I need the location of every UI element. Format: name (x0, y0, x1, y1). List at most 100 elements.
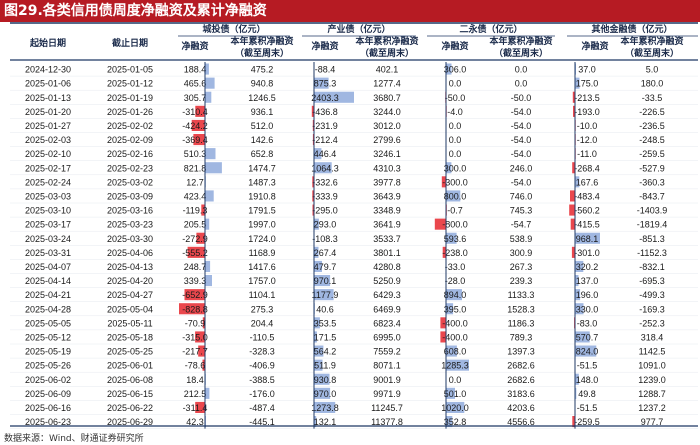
table-row: 2025-02-24 2025-03-02 12.7 1487.3 -332.6 3977… (10, 176, 698, 190)
cumulative-cell: 318.4 (641, 333, 664, 343)
net-financing-cell: 395.0 (444, 304, 467, 314)
cumulative-cell: -445.1 (249, 417, 275, 427)
cumulative-cell: -54.0 (511, 107, 532, 117)
cumulative-cell: -54.0 (511, 135, 532, 145)
data-bar (312, 204, 314, 216)
cumulative-cell: 3801.1 (373, 248, 401, 258)
cumulative-cell: 246.0 (510, 163, 533, 173)
net-financing-cell: 970.1 (314, 276, 337, 286)
net-financing-cell: 564.2 (314, 347, 337, 357)
net-financing-cell: -424.2 (182, 121, 208, 131)
header-cum-chanye: 本年累积净融资 （截至周末） (355, 35, 418, 59)
net-financing-cell: 968.1 (576, 234, 599, 244)
svg-text:本年累积净融资: 本年累积净融资 (355, 35, 418, 47)
data-bar (202, 359, 205, 371)
net-financing-cell: -483.4 (574, 192, 600, 202)
start-date-cell: 2025-03-03 (25, 192, 71, 202)
cumulative-cell: 2682.6 (507, 361, 535, 371)
table-row: 2025-05-05 2025-05-11 -70.9 204.4 353.5 6823.… (10, 317, 698, 331)
data-bar (314, 275, 331, 287)
end-date-cell: 2025-06-22 (107, 403, 153, 413)
table-row: 2025-06-02 2025-06-08 18.4 -388.5 930.8 9001.… (10, 373, 698, 387)
data-bar (195, 401, 205, 413)
net-financing-cell: 423.4 (184, 192, 207, 202)
data-bar (205, 260, 211, 272)
cumulative-cell: -54.7 (511, 220, 532, 230)
net-financing-cell: -217.7 (182, 347, 208, 357)
table-row: 2025-01-06 2025-01-12 465.6 940.8 875.3 1277.… (10, 77, 698, 91)
net-financing-cell: -301.0 (574, 248, 600, 258)
net-financing-cell: 970.0 (314, 389, 337, 399)
net-financing-cell: 479.7 (314, 262, 337, 272)
table-row: 2025-04-28 2025-05-04 -828.8 275.3 40.6 6469.… (10, 303, 698, 317)
table-row: 2025-02-17 2025-02-23 821.8 1474.7 1064.3 431… (10, 162, 698, 176)
cumulative-cell: 300.9 (510, 248, 533, 258)
cumulative-cell: -487.4 (249, 403, 275, 413)
data-bar (575, 387, 577, 399)
net-financing-cell: -12.0 (577, 135, 598, 145)
net-financing-cell: 593.6 (444, 234, 467, 244)
start-date-cell: 2025-03-17 (25, 220, 71, 230)
data-bar (314, 260, 322, 272)
cumulative-cell: 6469.9 (373, 304, 401, 314)
end-date-cell: 2025-04-06 (107, 248, 153, 258)
cumulative-cell: 746.0 (510, 192, 533, 202)
cumulative-cell: -50.0 (511, 93, 532, 103)
cumulative-cell: 204.4 (251, 318, 274, 328)
end-date-cell: 2025-03-23 (107, 220, 153, 230)
data-bar (187, 246, 205, 258)
net-financing-cell: -238.0 (442, 248, 468, 258)
data-bar (441, 176, 446, 188)
data-bar (314, 91, 354, 103)
table-row: 2025-04-07 2025-04-13 248.7 1417.6 479.7 4280… (10, 260, 698, 274)
data-bar (205, 77, 215, 89)
cumulative-cell: 1910.8 (248, 192, 276, 202)
net-financing-cell: 352.8 (444, 417, 467, 427)
net-financing-cell: -4.0 (447, 107, 463, 117)
cumulative-cell: 180.0 (641, 79, 664, 89)
header-net-chengtou: 净融资 (181, 40, 208, 52)
net-financing-cell: -311.4 (183, 403, 208, 413)
table-row: 2025-01-13 2025-01-19 305.7 1246.5 2403.3 368… (10, 91, 698, 105)
cumulative-cell: -843.7 (639, 192, 665, 202)
cumulative-cell: -54.0 (511, 149, 532, 159)
net-financing-cell: 267.4 (314, 248, 337, 258)
data-bar (314, 331, 317, 343)
svg-text:（截至周末）: （截至周末） (494, 47, 548, 59)
cumulative-cell: 3680.7 (373, 93, 401, 103)
data-bar (569, 204, 575, 216)
data-bar (446, 232, 457, 244)
net-financing-cell: 446.4 (314, 149, 337, 159)
net-financing-cell: 305.7 (184, 93, 207, 103)
table-row: 2025-03-24 2025-03-30 -272.9 1724.0 -108.3 35… (10, 232, 698, 246)
net-financing-cell: -295.0 (312, 206, 338, 216)
net-financing-cell: -70.9 (185, 318, 206, 328)
net-financing-cell: 248.7 (184, 262, 207, 272)
cumulative-cell: 475.2 (251, 65, 274, 75)
cumulative-cell: -1152.3 (637, 248, 667, 258)
data-bar (196, 232, 205, 244)
cumulative-cell: 4556.6 (507, 417, 535, 427)
net-financing-cell: 148.0 (576, 375, 599, 385)
table-row: 2025-03-31 2025-04-06 -555.2 1168.9 267.4 380… (10, 246, 698, 260)
cumulative-cell: -33.5 (642, 93, 663, 103)
data-bar (179, 303, 205, 315)
cumulative-cell: 1142.5 (639, 347, 666, 357)
svg-text:本年累积净融资: 本年累积净融资 (489, 35, 552, 47)
cumulative-cell: -527.9 (639, 163, 665, 173)
table-row: 2025-05-12 2025-05-18 -315.0 -110.5 171.5 699… (10, 331, 698, 345)
data-bar (202, 317, 205, 329)
net-financing-cell: -800.0 (442, 220, 468, 230)
net-financing-cell: 42.3 (186, 417, 204, 427)
data-bar (314, 317, 320, 329)
table-row: 2025-03-10 2025-03-16 -119.3 1791.5 -295.0 33… (10, 204, 698, 218)
data-bar (312, 190, 314, 202)
cumulative-cell: 1237.2 (638, 403, 666, 413)
cumulative-cell: 6823.4 (373, 318, 401, 328)
data-bar (184, 289, 205, 301)
cumulative-cell: -110.5 (250, 333, 275, 343)
start-date-cell: 2025-03-10 (25, 206, 71, 216)
svg-text:本年累积净融资: 本年累积净融资 (620, 35, 683, 47)
net-financing-cell: 37.0 (578, 65, 596, 75)
cumulative-cell: 1791.5 (248, 206, 276, 216)
